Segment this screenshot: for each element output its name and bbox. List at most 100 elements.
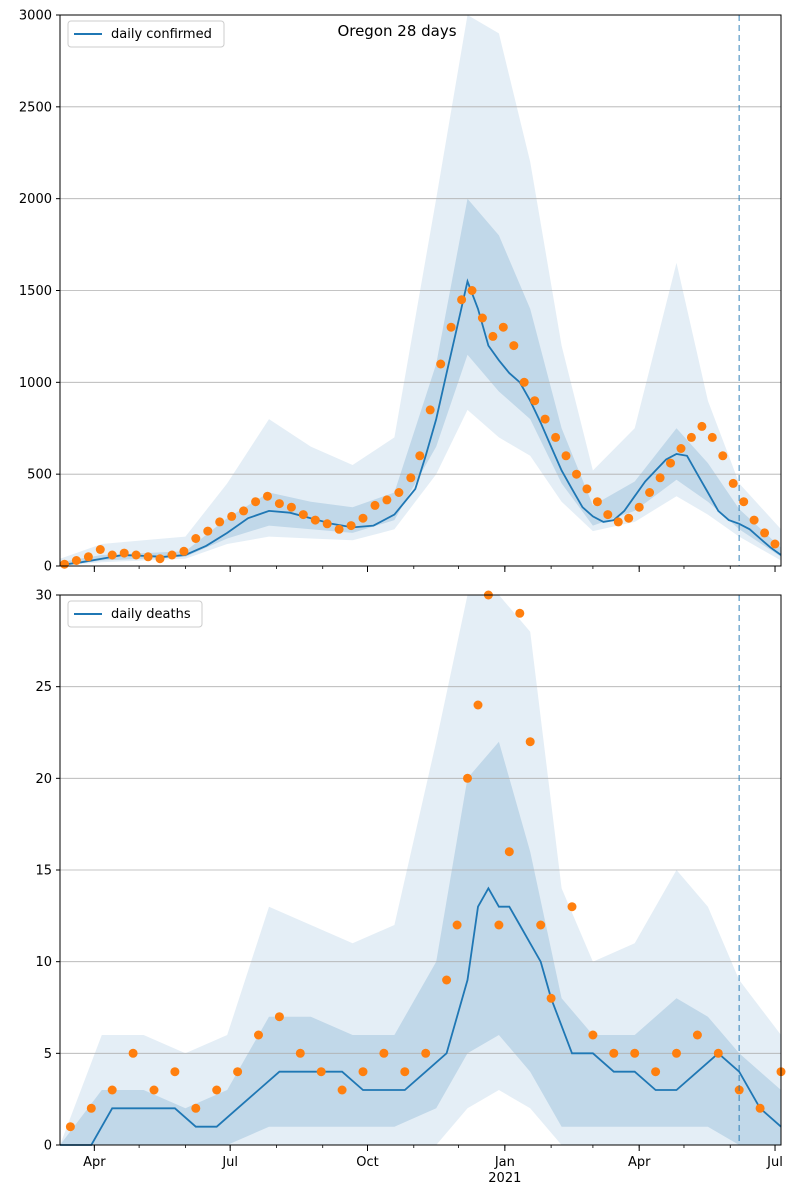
x-tick-label: Apr <box>628 1155 651 1170</box>
plot-frame <box>59 14 782 567</box>
data-point <box>457 295 467 305</box>
data-point <box>298 510 308 520</box>
series-line <box>60 886 782 1146</box>
data-point <box>651 1067 661 1077</box>
x-tick-year-label: 2021 <box>488 1171 521 1186</box>
data-point <box>755 1103 765 1113</box>
data-point <box>167 550 177 560</box>
data-point <box>394 488 404 497</box>
x-tick-label: Apr <box>83 1155 106 1170</box>
chart-title: Oregon 28 days <box>337 22 456 40</box>
data-point <box>322 519 332 529</box>
data-point <box>713 1048 723 1058</box>
confirmed-points <box>60 286 780 569</box>
data-point <box>86 1103 96 1113</box>
data-point <box>334 524 344 534</box>
data-point <box>179 546 189 556</box>
data-point <box>379 1048 389 1058</box>
data-point <box>494 920 504 930</box>
data-point <box>572 469 581 479</box>
data-point <box>592 497 602 507</box>
data-point <box>452 920 462 930</box>
data-point <box>251 497 261 507</box>
data-point <box>760 528 770 538</box>
data-point <box>71 556 81 565</box>
data-point <box>107 1085 117 1095</box>
data-point <box>624 513 634 523</box>
confirmed-axes: 0 500 1000 1500 2000 2500 3000 <box>19 9 782 575</box>
data-point <box>191 1103 201 1113</box>
y-tick-label: 0 <box>44 560 52 575</box>
data-point <box>697 421 707 431</box>
data-point <box>131 550 141 560</box>
data-point <box>509 341 519 351</box>
data-point <box>382 495 392 505</box>
band-inner <box>60 741 781 1145</box>
x-tick-label: Jan <box>494 1155 515 1170</box>
data-point <box>477 313 487 323</box>
data-point <box>666 458 675 468</box>
data-point <box>686 432 696 442</box>
series-line <box>59 278 782 566</box>
x-tick-label: Jul <box>766 1155 783 1170</box>
data-point <box>119 548 129 558</box>
data-point <box>170 1067 180 1077</box>
data-point <box>645 488 655 497</box>
plot-frame <box>59 594 782 1146</box>
data-point <box>358 1067 368 1077</box>
data-point <box>286 502 296 512</box>
data-point <box>718 451 728 461</box>
y-tick-label: 2500 <box>19 100 52 115</box>
data-point <box>406 473 416 483</box>
y-tick-label: 1500 <box>19 284 52 299</box>
data-point <box>60 559 69 569</box>
data-point <box>310 515 320 525</box>
data-point <box>504 847 514 857</box>
data-point <box>415 451 425 461</box>
confirmed-line <box>59 278 782 566</box>
data-point <box>65 1122 75 1132</box>
data-point <box>609 1048 619 1058</box>
data-point <box>436 359 446 369</box>
legend-box <box>67 600 203 628</box>
data-point <box>467 286 477 295</box>
data-point <box>316 1067 326 1077</box>
legend-label: daily deaths <box>111 607 191 622</box>
data-point <box>107 550 117 560</box>
y-tick-label: 0 <box>44 1139 52 1154</box>
data-point <box>128 1048 138 1058</box>
confirmed-legend: daily confirmed <box>67 20 225 48</box>
data-point <box>227 511 237 521</box>
y-tick-label: 3000 <box>19 9 52 24</box>
y-tick-label: 15 <box>35 864 52 879</box>
data-point <box>582 484 592 494</box>
y-tick-label: 25 <box>35 680 52 695</box>
data-point <box>561 451 571 461</box>
data-point <box>749 515 759 525</box>
legend-label: daily confirmed <box>111 27 212 42</box>
y-tick-label: 20 <box>35 772 52 787</box>
data-point <box>546 993 556 1003</box>
data-point <box>337 1085 347 1095</box>
y-tick-label: 30 <box>35 589 52 604</box>
data-point <box>655 473 665 483</box>
data-point <box>519 377 529 387</box>
data-point <box>274 1012 284 1022</box>
data-point <box>567 902 577 912</box>
data-point <box>634 502 644 512</box>
data-point <box>358 513 368 523</box>
confirmed-panel: 0 500 1000 1500 2000 2500 3000 daily confirmed <box>19 9 782 575</box>
data-point <box>442 975 452 985</box>
data-point <box>530 396 540 406</box>
data-point <box>739 497 749 507</box>
data-point <box>421 1048 431 1058</box>
data-point <box>446 322 456 332</box>
data-point <box>588 1030 598 1040</box>
data-point <box>203 526 213 536</box>
data-point <box>370 500 380 510</box>
data-point <box>692 1030 702 1040</box>
data-point <box>540 414 550 424</box>
data-point <box>149 1085 159 1095</box>
x-tick-label: Oct <box>356 1155 378 1170</box>
